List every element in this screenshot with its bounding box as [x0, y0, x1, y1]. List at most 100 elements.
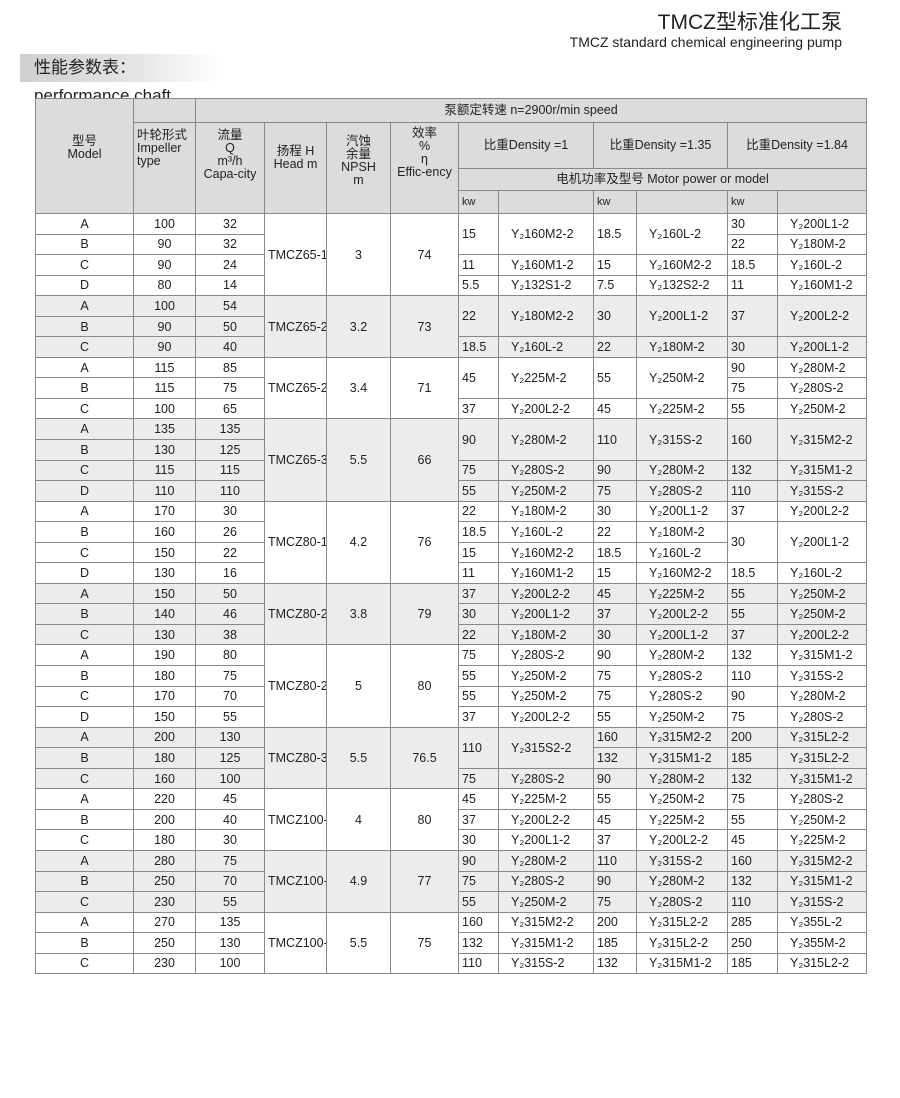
motor-3-cell: Y₂315S-2	[776, 665, 868, 687]
kw-3-cell: 37	[727, 295, 778, 338]
motor-1-cell: Y₂280S-2	[498, 644, 594, 667]
kw-1-cell: 18.5	[458, 521, 499, 543]
model-cell: TMCZ65-250	[264, 356, 327, 420]
motor-1-cell: Y₂160L-2	[498, 336, 594, 358]
kw-1-cell: 37	[458, 706, 499, 728]
motor-2-cell: Y₂180M-2	[636, 336, 728, 358]
kw-2-cell: 185	[593, 932, 637, 954]
head-cell: 50	[195, 582, 265, 605]
motor-3-cell: Y₂250M-2	[776, 808, 868, 831]
capacity-cell: 140	[133, 603, 196, 625]
kw-3-cell: 30	[727, 521, 778, 564]
table-row: A11585TMCZ65-2503.47145Y₂225M-255Y₂250M-…	[35, 356, 868, 420]
kw-3-cell: 75	[727, 377, 778, 399]
head-cell: 38	[195, 623, 265, 646]
impeller-cell: B	[35, 439, 134, 461]
motor-3-cell: Y₂280S-2	[776, 788, 868, 810]
motor-1-cell: Y₂280M-2	[498, 418, 594, 461]
capacity-cell: 115	[133, 377, 196, 399]
impeller-cell: B	[35, 870, 134, 893]
efficiency-cell: 73	[390, 295, 459, 358]
impeller-cell: A	[35, 726, 134, 749]
head-cell: 80	[195, 644, 265, 667]
kw-1-cell: 37	[458, 582, 499, 605]
motor-2-cell: Y₂280S-2	[636, 665, 728, 687]
capacity-cell: 90	[133, 233, 196, 256]
kw-3-cell: 185	[727, 952, 778, 975]
motor-2-cell: Y₂200L1-2	[636, 295, 728, 338]
kw-3-cell: 22	[727, 233, 778, 256]
head-cell: 135	[195, 418, 265, 441]
efficiency-cell: 74	[390, 212, 459, 297]
header-impeller: 叶轮形式 Impeller type	[133, 122, 196, 214]
npsh-cell: 4.2	[326, 500, 391, 584]
impeller-cell: B	[35, 603, 134, 625]
motor-2-cell: Y₂250M-2	[636, 356, 728, 399]
impeller-cell: B	[35, 932, 134, 954]
table-row: A200130TMCZ80-3155.576.5110Y₂315S2-2160Y…	[35, 726, 868, 790]
motor-1-cell: Y₂280S-2	[498, 870, 594, 893]
impeller-cell: A	[35, 849, 134, 872]
impeller-cell: A	[35, 788, 134, 810]
kw-1-cell: 30	[458, 603, 499, 625]
impeller-cell: C	[35, 623, 134, 646]
motor-3-cell: Y₂180M-2	[776, 233, 868, 256]
header-density-1: 比重Density =1	[458, 122, 594, 169]
motor-1-cell: Y₂280S-2	[498, 767, 594, 790]
capacity-cell: 115	[133, 356, 196, 379]
motor-3-cell: Y₂160L-2	[776, 562, 868, 584]
header-kw-1: kw	[458, 190, 499, 214]
kw-1-cell: 11	[458, 562, 499, 584]
motor-3-cell: Y₂200L1-2	[776, 213, 868, 235]
motor-3-cell: Y₂280M-2	[776, 356, 868, 379]
head-cell: 55	[195, 706, 265, 728]
table-row: C 230 100 110 Y₂315S-2 132 Y₂315M1-2 185 Y₂315L2…	[35, 952, 868, 975]
kw-3-cell: 11	[727, 274, 778, 297]
motor-2-cell: Y₂132S2-2	[636, 274, 728, 297]
capacity-cell: 135	[133, 418, 196, 441]
efficiency-cell: 79	[390, 582, 459, 646]
impeller-cell: C	[35, 767, 134, 790]
header-density-2: 比重Density =1.35	[593, 122, 728, 169]
motor-3-cell: Y₂200L1-2	[776, 521, 868, 564]
capacity-cell: 100	[133, 295, 196, 317]
kw-1-cell: 110	[458, 952, 499, 975]
kw-1-cell: 30	[458, 829, 499, 851]
npsh-cell: 4.9	[326, 849, 391, 913]
motor-3-cell: Y₂315L2-2	[776, 747, 868, 769]
motor-1-cell: Y₂200L1-2	[498, 829, 594, 851]
kw-2-cell: 90	[593, 459, 637, 482]
head-cell: 75	[195, 849, 265, 872]
table-row: B 180 75 55 Y₂250M-2 75 Y₂280S-2 110 Y₂315S-2	[35, 665, 868, 687]
motor-3-cell: Y₂315M1-2	[776, 767, 868, 790]
kw-2-cell: 45	[593, 397, 637, 420]
kw-2-cell: 37	[593, 829, 637, 851]
motor-2-cell: Y₂225M-2	[636, 397, 728, 420]
capacity-cell: 130	[133, 623, 196, 646]
capacity-cell: 100	[133, 397, 196, 420]
kw-3-cell: 110	[727, 891, 778, 913]
kw-3-cell: 90	[727, 685, 778, 708]
npsh-cell: 3.2	[326, 295, 391, 358]
motor-2-cell: Y₂315L2-2	[636, 932, 728, 954]
capacity-cell: 180	[133, 665, 196, 687]
impeller-cell: D	[35, 480, 134, 502]
page-subtitle: TMCZ standard chemical engineering pump	[569, 34, 842, 50]
motor-1-cell: Y₂250M-2	[498, 665, 594, 687]
head-cell: 100	[195, 952, 265, 975]
impeller-cell: A	[35, 356, 134, 379]
table-row: D 150 55 37 Y₂200L2-2 55 Y₂250M-2 75 Y₂280S-2	[35, 706, 868, 728]
kw-2-cell: 75	[593, 480, 637, 502]
motor-3-cell: Y₂280M-2	[776, 685, 868, 708]
kw-3-cell: 45	[727, 829, 778, 851]
capacity-cell: 110	[133, 480, 196, 502]
capacity-cell: 130	[133, 439, 196, 461]
model-cell: TMCZ100-250	[264, 849, 327, 913]
head-cell: 75	[195, 377, 265, 399]
table-row: B 250 70 75 Y₂280S-2 90 Y₂280M-2 132 Y₂315M1-2	[35, 870, 868, 893]
motor-1-cell: Y₂280S-2	[498, 459, 594, 482]
impeller-cell: A	[35, 418, 134, 441]
motor-3-cell: Y₂315S-2	[776, 480, 868, 502]
kw-2-cell: 15	[593, 254, 637, 276]
motor-1-cell: Y₂315M2-2	[498, 911, 594, 934]
